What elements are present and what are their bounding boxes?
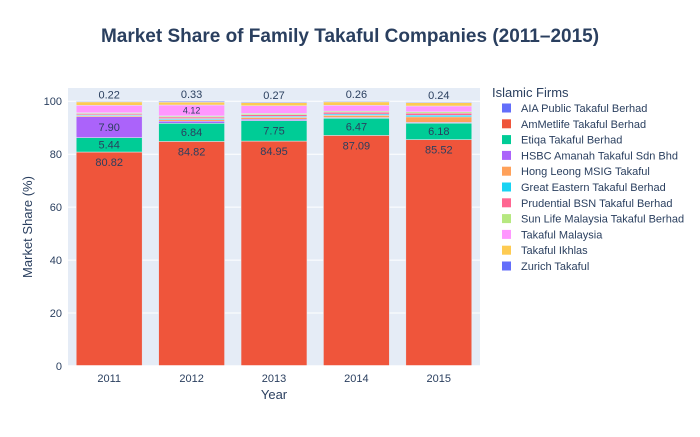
data-label: 0.24 bbox=[428, 90, 449, 102]
legend-item-prudential-bsn-takaful-berhad[interactable]: Prudential BSN Takaful Berhad bbox=[502, 198, 672, 210]
legend-label: Zurich Takaful bbox=[521, 261, 589, 273]
legend-label: Takaful Malaysia bbox=[521, 229, 603, 241]
y-tick-label: 20 bbox=[50, 308, 62, 320]
legend-item-great-eastern-takaful-berhad[interactable]: Great Eastern Takaful Berhad bbox=[502, 182, 666, 194]
legend-label: Great Eastern Takaful Berhad bbox=[521, 182, 666, 194]
data-label: 5.44 bbox=[98, 140, 119, 152]
legend-item-hong-leong-msig-takaful[interactable]: Hong Leong MSIG Takaful bbox=[502, 166, 650, 178]
y-tick-label: 0 bbox=[56, 361, 62, 373]
data-label: 84.82 bbox=[178, 146, 206, 158]
data-label: 80.82 bbox=[95, 157, 123, 169]
data-label: 85.52 bbox=[425, 145, 453, 157]
data-label: 6.84 bbox=[181, 127, 202, 139]
bar-hsbc-amanah-takaful-sdn-bhd-2012[interactable] bbox=[158, 120, 225, 124]
x-tick-label: 2012 bbox=[179, 373, 203, 385]
legend-item-etiqa-takaful-berhad[interactable]: Etiqa Takaful Berhad bbox=[502, 135, 622, 147]
legend-swatch bbox=[502, 150, 511, 160]
x-tick-label: 2013 bbox=[262, 373, 286, 385]
legend-title: Islamic Firms bbox=[492, 85, 569, 100]
y-tick-label: 40 bbox=[50, 255, 62, 267]
data-label: 6.47 bbox=[346, 122, 367, 134]
bar-takaful-ikhlas-2012[interactable] bbox=[158, 101, 225, 106]
legend-swatch bbox=[502, 229, 511, 239]
bar-zurich-takaful-2012[interactable] bbox=[158, 100, 225, 103]
bar-zurich-takaful-2015[interactable] bbox=[405, 101, 473, 103]
legend-item-aia-public-takaful-berhad[interactable]: AIA Public Takaful Berhad bbox=[502, 103, 647, 115]
bar-prudential-bsn-takaful-berhad-2015[interactable] bbox=[405, 112, 473, 116]
data-label: 0.33 bbox=[181, 89, 202, 101]
legend-item-hsbc-amanah-takaful-sdn-bhd[interactable]: HSBC Amanah Takaful Sdn Bhd bbox=[502, 150, 678, 162]
data-label: 87.09 bbox=[343, 140, 371, 152]
legend-swatch bbox=[502, 166, 511, 176]
legend-swatch bbox=[502, 135, 511, 145]
legend-swatch bbox=[502, 119, 511, 129]
bar-hong-leong-msig-takaful-2013[interactable] bbox=[240, 117, 308, 120]
legend-item-takaful-ikhlas[interactable]: Takaful Ikhlas bbox=[502, 245, 588, 257]
bar-zurich-takaful-2014[interactable] bbox=[323, 100, 390, 103]
bar-takaful-malaysia-2014[interactable] bbox=[323, 105, 390, 112]
bar-takaful-malaysia-2015[interactable] bbox=[405, 105, 473, 113]
x-axis-label: Year bbox=[261, 387, 288, 402]
legend-label: Prudential BSN Takaful Berhad bbox=[521, 198, 672, 210]
bar-zurich-takaful-2011[interactable] bbox=[75, 101, 143, 103]
bar-takaful-ikhlas-2014[interactable] bbox=[323, 101, 390, 106]
bar-ammetlife-takaful-berhad-2014[interactable] bbox=[323, 135, 390, 367]
legend-item-zurich-takaful[interactable]: Zurich Takaful bbox=[502, 261, 589, 273]
legend-label: AmMetlife Takaful Berhad bbox=[521, 119, 646, 131]
bar-ammetlife-takaful-berhad-2015[interactable] bbox=[405, 139, 473, 367]
data-label: 0.26 bbox=[346, 89, 367, 101]
y-tick-label: 60 bbox=[50, 202, 62, 214]
bar-hong-leong-msig-takaful-2015[interactable] bbox=[405, 116, 473, 123]
data-label: 0.27 bbox=[263, 90, 284, 102]
y-tick-label: 80 bbox=[50, 149, 62, 161]
axes: 0 20 40 60 80 100 2011 2012 2013 2014 2015 bbox=[44, 96, 480, 385]
x-tick-label: 2014 bbox=[344, 373, 368, 385]
legend-label: Sun Life Malaysia Takaful Berhad bbox=[521, 214, 684, 226]
x-tick-label: 2011 bbox=[97, 373, 121, 385]
bar-ammetlife-takaful-berhad-2012[interactable] bbox=[158, 141, 225, 367]
legend: Islamic Firms AIA Public Takaful Berhad A… bbox=[492, 85, 684, 273]
data-label: 7.90 bbox=[98, 122, 119, 134]
bar-takaful-ikhlas-2015[interactable] bbox=[405, 102, 473, 107]
legend-label: Hong Leong MSIG Takaful bbox=[521, 166, 650, 178]
data-label: 4.12 bbox=[183, 106, 201, 116]
legend-item-sun-life-malaysia-takaful-berhad[interactable]: Sun Life Malaysia Takaful Berhad bbox=[502, 214, 684, 226]
bar-zurich-takaful-2013[interactable] bbox=[240, 101, 308, 103]
data-label: 6.18 bbox=[428, 126, 449, 138]
y-axis-label: Market Share (%) bbox=[20, 176, 35, 278]
legend-label: Takaful Ikhlas bbox=[521, 245, 588, 257]
data-label: 84.95 bbox=[260, 146, 288, 158]
bars bbox=[75, 100, 473, 367]
legend-label: AIA Public Takaful Berhad bbox=[521, 103, 647, 115]
legend-item-takaful-malaysia[interactable]: Takaful Malaysia bbox=[502, 229, 603, 241]
bar-ammetlife-takaful-berhad-2011[interactable] bbox=[75, 151, 143, 367]
bar-hong-leong-msig-takaful-2014[interactable] bbox=[323, 115, 390, 118]
bar-takaful-ikhlas-2011[interactable] bbox=[75, 101, 143, 106]
bar-takaful-malaysia-2011[interactable] bbox=[75, 105, 143, 113]
data-labels: 80.82 84.82 84.95 87.09 85.52 5.44 6.84 7.75 6.4… bbox=[95, 89, 452, 169]
legend-swatch bbox=[502, 245, 511, 255]
chart-title: Market Share of Family Takaful Companies… bbox=[101, 26, 599, 47]
legend-swatch bbox=[502, 198, 511, 208]
y-tick-label: 100 bbox=[44, 96, 62, 108]
data-label: 0.22 bbox=[98, 89, 119, 101]
x-tick-label: 2015 bbox=[427, 373, 451, 385]
legend-swatch bbox=[502, 214, 511, 224]
legend-label: HSBC Amanah Takaful Sdn Bhd bbox=[521, 150, 678, 162]
legend-swatch bbox=[502, 103, 511, 113]
data-label: 7.75 bbox=[263, 126, 284, 138]
legend-swatch bbox=[502, 182, 511, 192]
bar-takaful-ikhlas-2013[interactable] bbox=[240, 102, 308, 106]
bar-ammetlife-takaful-berhad-2013[interactable] bbox=[240, 140, 308, 367]
legend-swatch bbox=[502, 261, 511, 271]
bar-takaful-malaysia-2013[interactable] bbox=[240, 105, 308, 114]
legend-item-ammetlife-takaful-berhad[interactable]: AmMetlife Takaful Berhad bbox=[502, 119, 646, 131]
legend-label: Etiqa Takaful Berhad bbox=[521, 135, 622, 147]
bar-prudential-bsn-takaful-berhad-2014[interactable] bbox=[323, 111, 390, 115]
